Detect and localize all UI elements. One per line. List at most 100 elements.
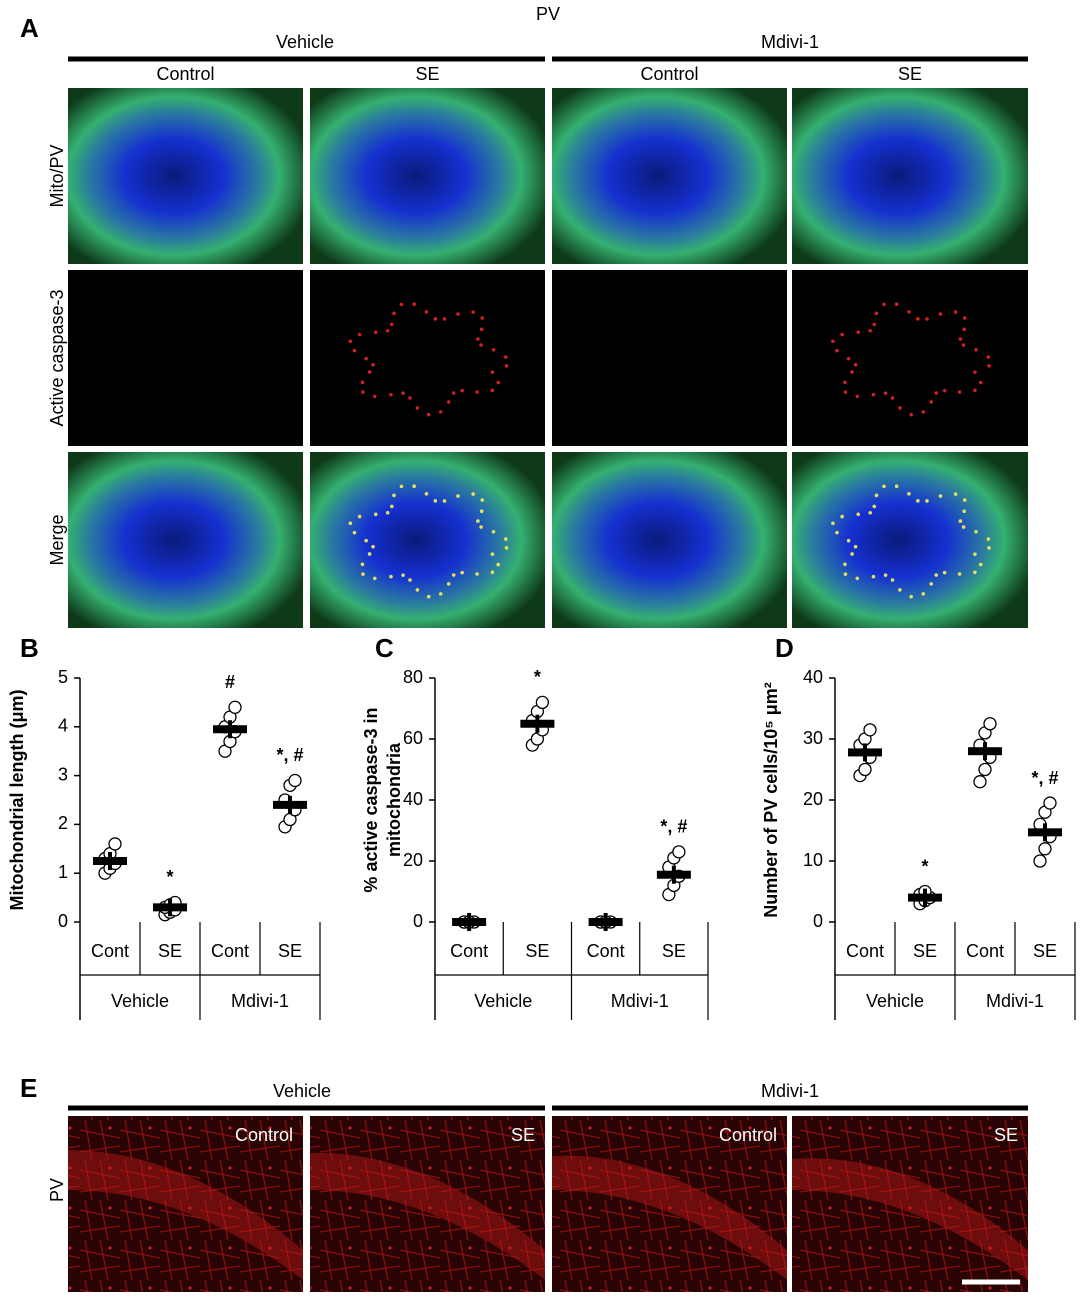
signal-dot	[361, 572, 365, 576]
signal-dot	[371, 362, 375, 367]
y-tick-label: 2	[58, 813, 68, 833]
signal-dot	[850, 552, 854, 556]
signal-dot	[480, 316, 485, 320]
column-label: SE	[415, 64, 439, 84]
signal-dot	[479, 525, 483, 529]
cell-layer	[68, 1150, 303, 1280]
signal-dot	[916, 317, 920, 321]
y-tick-label: 0	[58, 911, 68, 931]
x-tick-label: Cont	[91, 941, 129, 961]
signal-dot	[942, 388, 947, 393]
micrograph	[310, 270, 545, 446]
signal-dot	[352, 530, 357, 535]
signal-dot	[846, 538, 851, 543]
x-tick-label: SE	[525, 941, 549, 961]
signal-dot	[929, 400, 934, 404]
signal-dot	[957, 572, 962, 576]
y-tick-label: 60	[403, 728, 423, 748]
micrograph	[310, 1116, 545, 1292]
panel-label: C	[375, 633, 394, 663]
y-tick-label: 30	[803, 728, 823, 748]
column-label: SE	[898, 64, 922, 84]
signal-dot	[835, 530, 839, 535]
signal-dot	[446, 400, 451, 404]
data-point	[863, 723, 877, 737]
signal-dot	[408, 578, 412, 582]
signal-dot	[957, 390, 962, 394]
signal-dot	[872, 504, 877, 509]
signal-dot	[348, 521, 353, 526]
signal-dot	[974, 530, 978, 534]
mean-stem	[923, 888, 927, 907]
data-point	[1038, 842, 1052, 856]
signal-dot	[986, 355, 991, 359]
signal-dot	[389, 392, 393, 397]
group-label: Mdivi-1	[231, 991, 289, 1011]
y-axis-label: mitochondria	[384, 742, 404, 857]
signal-dot	[872, 322, 877, 327]
signal-dot	[367, 552, 372, 556]
x-tick-label: SE	[1033, 941, 1057, 961]
cell-layer	[310, 1152, 545, 1280]
signal-dot	[415, 588, 420, 592]
signal-dot	[438, 410, 443, 414]
signal-dot	[843, 390, 848, 394]
signal-dot	[401, 391, 405, 395]
significance: *, #	[660, 817, 687, 837]
mean-stem	[1043, 823, 1047, 842]
signal-dot	[392, 311, 396, 316]
data-point	[983, 717, 997, 731]
micrograph	[68, 1116, 303, 1292]
signal-dot	[451, 573, 456, 577]
signal-dot	[961, 525, 966, 529]
y-tick-label: 40	[803, 667, 823, 687]
signal-dot	[496, 380, 501, 385]
signal-dot	[451, 391, 456, 395]
row-label: Merge	[47, 514, 67, 565]
y-tick-label: 3	[58, 764, 68, 784]
signal-dot	[503, 355, 508, 359]
signal-dot	[882, 302, 886, 307]
signal-dot	[909, 594, 913, 599]
column-label: Control	[719, 1125, 777, 1145]
signal-dot	[846, 356, 851, 361]
y-tick-label: 4	[58, 716, 68, 736]
group-label: Mdivi-1	[611, 991, 669, 1011]
significance: *	[921, 856, 928, 876]
signal-dot	[831, 339, 835, 344]
signal-dot	[412, 484, 416, 489]
micrograph	[792, 270, 1028, 446]
group-label: Vehicle	[474, 991, 532, 1011]
signal-dot	[446, 582, 451, 586]
signal-dot	[357, 332, 362, 337]
signal-dot	[871, 392, 876, 397]
signal-dot	[415, 406, 420, 410]
signal-dot	[856, 512, 861, 517]
signal-dot	[401, 573, 405, 577]
x-tick-label: SE	[913, 941, 937, 961]
signal-dot	[855, 394, 860, 399]
signal-dot	[938, 494, 943, 498]
column-label: SE	[994, 1125, 1018, 1145]
signal-dot	[504, 364, 509, 368]
signal-dot	[973, 570, 977, 575]
signal-dot	[460, 570, 464, 575]
signal-dot	[953, 492, 958, 496]
signal-dot	[433, 499, 438, 503]
micrograph	[792, 452, 1028, 628]
signal-dot	[962, 316, 967, 320]
signal-dot	[476, 337, 480, 341]
row-label: Mito/PV	[47, 144, 67, 207]
signal-dot	[868, 328, 872, 333]
signal-dot	[385, 510, 390, 515]
signal-dot	[408, 396, 412, 400]
signal-dot	[938, 312, 943, 316]
signal-dot	[389, 322, 394, 327]
signal-dot	[871, 574, 876, 579]
signal-dot	[874, 493, 879, 498]
signal-dot	[921, 592, 926, 596]
x-tick-label: Cont	[966, 941, 1004, 961]
signal-dot	[868, 510, 872, 515]
group-label: Mdivi-1	[761, 32, 819, 52]
